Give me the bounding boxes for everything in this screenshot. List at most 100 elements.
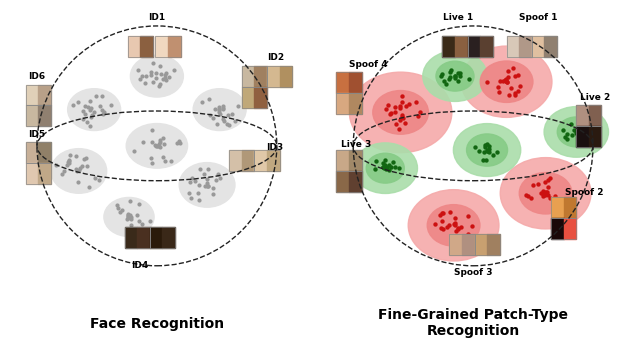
Point — [445, 67, 455, 73]
Point — [224, 122, 234, 128]
Point — [86, 107, 96, 113]
Point — [450, 215, 460, 221]
Point — [202, 180, 212, 186]
Bar — [467, 36, 493, 57]
Point — [380, 162, 390, 168]
Point — [147, 127, 158, 132]
Bar — [229, 150, 255, 171]
Bar — [336, 171, 349, 192]
Point — [64, 160, 74, 166]
Point — [75, 165, 85, 171]
Point — [395, 103, 405, 109]
Ellipse shape — [467, 134, 508, 166]
Point — [437, 218, 447, 224]
Point — [562, 131, 572, 136]
Text: ID1: ID1 — [148, 13, 166, 22]
Point — [81, 111, 91, 117]
Point — [498, 79, 508, 84]
Point — [494, 89, 504, 95]
Point — [558, 127, 568, 133]
Bar — [449, 234, 462, 254]
Bar — [242, 150, 255, 171]
Point — [545, 175, 555, 181]
Point — [132, 212, 142, 218]
Point — [212, 121, 222, 127]
Point — [98, 111, 108, 117]
Ellipse shape — [500, 158, 591, 229]
Point — [398, 112, 408, 118]
Point — [455, 236, 465, 242]
Point — [500, 78, 510, 83]
Point — [386, 110, 396, 116]
Text: Spoof 3: Spoof 3 — [454, 268, 493, 277]
Point — [112, 202, 122, 208]
Point — [439, 78, 449, 84]
Bar — [564, 218, 576, 239]
Point — [158, 154, 168, 159]
Point — [493, 84, 503, 90]
Point — [394, 165, 404, 171]
Ellipse shape — [427, 205, 480, 246]
Point — [219, 116, 229, 122]
Point — [214, 109, 224, 115]
Bar — [532, 36, 557, 57]
Bar — [26, 163, 51, 183]
Point — [152, 143, 162, 149]
Point — [214, 106, 224, 112]
Bar — [242, 87, 267, 108]
Bar — [474, 234, 487, 254]
Point — [430, 221, 440, 227]
Ellipse shape — [51, 149, 106, 193]
Point — [510, 92, 520, 98]
Point — [160, 75, 170, 81]
Point — [198, 171, 209, 177]
Point — [80, 103, 90, 109]
Point — [164, 75, 174, 80]
Point — [158, 135, 168, 141]
Point — [68, 102, 78, 108]
Point — [566, 121, 576, 127]
Ellipse shape — [366, 153, 404, 183]
Point — [146, 155, 156, 161]
Point — [159, 141, 169, 147]
Bar — [242, 66, 255, 87]
Point — [571, 128, 581, 134]
Point — [159, 72, 169, 78]
Point — [463, 232, 473, 237]
Bar — [242, 66, 267, 87]
Bar — [229, 150, 242, 171]
Point — [545, 195, 555, 201]
Ellipse shape — [350, 72, 452, 153]
Point — [151, 76, 161, 82]
Point — [474, 148, 484, 154]
Point — [97, 107, 107, 112]
Bar — [349, 171, 362, 192]
Point — [451, 228, 461, 234]
Point — [453, 78, 463, 84]
Point — [52, 162, 62, 168]
Point — [501, 79, 512, 85]
Point — [378, 160, 388, 166]
Point — [155, 139, 165, 145]
Point — [510, 90, 520, 96]
Point — [492, 149, 502, 155]
Point — [124, 214, 134, 220]
Point — [444, 76, 454, 82]
Point — [390, 165, 400, 170]
Point — [513, 72, 523, 78]
Point — [115, 209, 125, 215]
Point — [82, 119, 92, 125]
Point — [526, 195, 536, 201]
Bar — [462, 234, 474, 254]
Point — [495, 78, 505, 84]
Point — [479, 142, 490, 148]
Point — [126, 222, 136, 228]
Point — [125, 198, 135, 204]
Bar — [532, 36, 544, 57]
Bar — [125, 227, 150, 248]
Text: ID6: ID6 — [28, 72, 46, 81]
Text: Spoof 4: Spoof 4 — [349, 60, 387, 69]
Bar — [449, 234, 474, 254]
Point — [529, 182, 539, 188]
Bar — [507, 36, 532, 57]
